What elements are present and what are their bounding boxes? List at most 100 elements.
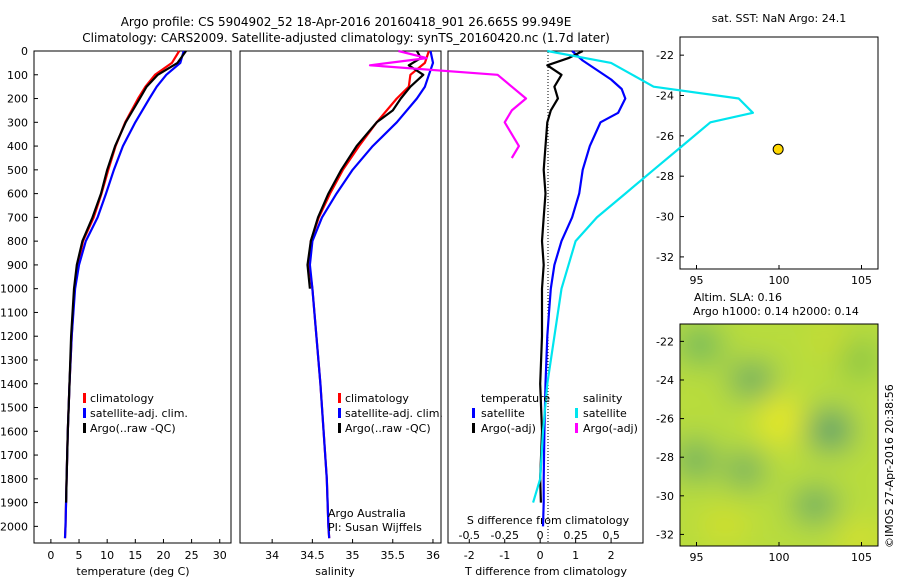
series-line-satellite-adj-clim- — [308, 50, 435, 539]
institution-annotation: Argo Australia — [328, 507, 406, 520]
sla-map-y-tick-label: -22 — [656, 335, 674, 348]
sla-anomaly — [727, 454, 763, 486]
depth-tick-label: 2000 — [0, 520, 28, 533]
depth-tick-label: 900 — [7, 259, 28, 272]
difference-legend: temperature salinity satellite Argo(-adj… — [472, 392, 638, 435]
depth-tick-label: 1700 — [0, 449, 28, 462]
t-difference-label: T difference from climatology — [464, 565, 627, 578]
series-line-satellite — [532, 49, 755, 503]
difference-x2-axis: -0.5 -0.25 0 0.25 0.5 — [459, 529, 620, 542]
sst-map-y-tick-label: -22 — [656, 49, 674, 62]
temperature-legend: climatology satellite-adj. clim. Argo(..… — [83, 392, 188, 435]
series-line-climatology — [63, 50, 181, 539]
sla-map-y-tick-label: -24 — [656, 374, 674, 387]
salinity-x-label: salinity — [315, 565, 355, 578]
series-line-argo-adj- — [368, 49, 528, 159]
figure-title-line1: Argo profile: CS 5904902_52 18-Apr-2016 … — [121, 15, 572, 29]
legend-header-salinity: salinity — [583, 392, 623, 405]
salinity-x-tick-label: 34.5 — [300, 549, 325, 562]
legend-label-argo: Argo(..raw -QC) — [345, 422, 431, 435]
sla-anomaly — [793, 489, 837, 521]
series-line-argo-raw-qc- — [65, 50, 187, 503]
depth-tick-label: 1600 — [0, 425, 28, 438]
salinity-x-tick-label: 35.5 — [381, 549, 406, 562]
sst-map-x-tick-label: 105 — [851, 274, 872, 287]
depth-tick-label: 600 — [7, 188, 28, 201]
figure-title-line2: Climatology: CARS2009. Satellite-adjuste… — [82, 31, 610, 45]
legend-label-t-argo: Argo(-adj) — [481, 422, 536, 435]
legend-label-climatology: climatology — [345, 392, 409, 405]
salinity-x-tick-label: 35 — [346, 549, 360, 562]
legend-label-t-satellite: satellite — [481, 407, 525, 420]
depth-tick-label: 100 — [7, 69, 28, 82]
sla-map-title-line2: Argo h1000: 0.14 h2000: 0.14 — [693, 305, 859, 318]
sst-map-y-tick-label: -26 — [656, 130, 674, 143]
depth-tick-label: 500 — [7, 164, 28, 177]
depth-tick-label: 1800 — [0, 473, 28, 486]
legend-swatch-climatology — [338, 393, 341, 403]
sla-anomaly — [842, 340, 878, 380]
sla-anomaly — [758, 394, 802, 446]
sst-map-axes: -22 -24 -26 -28 -30 -32 95 100 105 — [656, 49, 872, 287]
legend-header-temperature: temperature — [481, 392, 550, 405]
salinity-legend: climatology satellite-adj. clim. Argo(..… — [338, 392, 443, 435]
series-line-argo-raw-qc- — [306, 50, 425, 289]
depth-tick-label: 300 — [7, 116, 28, 129]
sla-anomaly — [730, 364, 774, 396]
pi-annotation: PI: Susan Wijffels — [328, 521, 422, 534]
temperature-x-tick-label: 10 — [100, 549, 114, 562]
temperature-x-tick-label: 20 — [156, 549, 170, 562]
salinity-panel-frame — [239, 50, 442, 544]
legend-label-s-satellite: satellite — [583, 407, 627, 420]
depth-tick-label: 1300 — [0, 354, 28, 367]
difference-x2-tick-label: 0.25 — [563, 529, 588, 542]
depth-tick-label: 1400 — [0, 378, 28, 391]
legend-swatch-climatology — [83, 393, 86, 403]
sla-anomaly — [680, 327, 722, 363]
temperature-x-axis: 0 5 10 15 20 25 30 — [47, 539, 227, 562]
sla-map-axes: -22 -24 -26 -28 -30 -32 95 100 105 — [656, 335, 872, 564]
s-difference-label: S difference from climatology — [467, 514, 630, 527]
depth-tick-label: 1000 — [0, 283, 28, 296]
difference-series — [368, 49, 755, 527]
argo-location-point — [772, 143, 784, 155]
temperature-panel-frame — [33, 50, 232, 544]
legend-label-satellite: satellite-adj. clim. — [90, 407, 188, 420]
difference-x2-tick-label: 0 — [537, 529, 544, 542]
depth-tick-label: 400 — [7, 140, 28, 153]
sla-map-y-tick-label: -26 — [656, 413, 674, 426]
sst-map-y-tick-label: -30 — [656, 211, 674, 224]
difference-x2-tick-label: 0.5 — [602, 529, 620, 542]
difference-x2-tick-label: -0.25 — [490, 529, 518, 542]
difference-x-tick-label: -2 — [464, 549, 475, 562]
depth-tick-label: 800 — [7, 235, 28, 248]
sla-map-y-tick-label: -32 — [656, 528, 674, 541]
legend-swatch-satellite — [338, 408, 341, 418]
temperature-x-tick-label: 25 — [185, 549, 199, 562]
difference-panel-frame — [447, 50, 644, 544]
sla-heatmap — [680, 324, 878, 546]
legend-swatch-satellite — [83, 408, 86, 418]
sla-map-y-tick-label: -30 — [656, 490, 674, 503]
credit-text: ©IMOS 27-Apr-2016 20:38:56 — [883, 384, 896, 548]
sla-anomaly — [701, 511, 749, 539]
difference-x-tick-label: 1 — [572, 549, 579, 562]
sla-anomaly — [814, 326, 846, 354]
legend-label-satellite: satellite-adj. clim. — [345, 407, 443, 420]
temperature-x-label: temperature (deg C) — [76, 565, 189, 578]
salinity-x-tick-label: 36 — [426, 549, 440, 562]
depth-tick-label: 1100 — [0, 306, 28, 319]
sla-map-x-tick-label: 95 — [690, 551, 704, 564]
legend-label-s-argo: Argo(-adj) — [583, 422, 638, 435]
legend-swatch-argo — [83, 423, 86, 433]
difference-x-tick-label: 2 — [608, 549, 615, 562]
sst-map-x-tick-label: 100 — [769, 274, 790, 287]
depth-tick-label: 1900 — [0, 497, 28, 510]
salinity-x-axis: 34 34.5 35 35.5 36 — [265, 539, 440, 562]
sla-anomaly — [680, 440, 713, 480]
sst-map-y-tick-label: -24 — [656, 90, 674, 103]
sla-heatmap-field — [680, 324, 878, 546]
difference-x-tick-label: -1 — [499, 549, 510, 562]
sla-map-x-tick-label: 105 — [851, 551, 872, 564]
